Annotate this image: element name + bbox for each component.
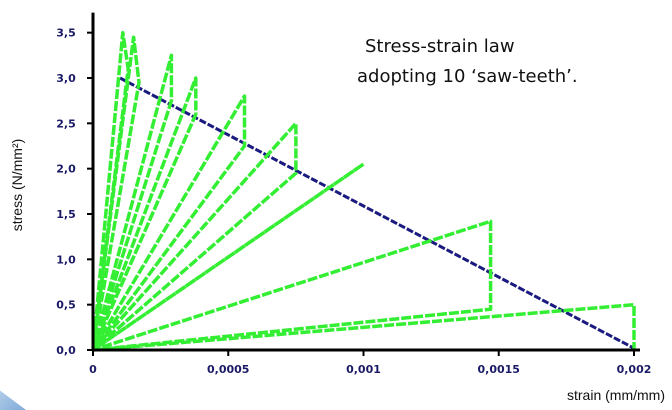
x-tick-label: 0,002	[617, 363, 652, 376]
x-tick-label: 0,001	[346, 363, 381, 376]
y-tick-label: 3,0	[56, 72, 76, 85]
y-tick-label: 1,5	[56, 208, 76, 221]
x-axis-label: strain (mm/mm)	[567, 387, 665, 403]
y-tick-label: 3,5	[56, 27, 76, 40]
y-tick-label: 2,5	[56, 117, 76, 130]
x-tick-label: 0,0015	[478, 363, 520, 376]
x-tick-label: 0	[89, 363, 97, 376]
series-line-saw-teeth	[91, 30, 636, 352]
y-tick-label: 0,0	[56, 344, 76, 357]
x-tick-label: 0,0005	[207, 363, 249, 376]
y-tick-label: 0,5	[56, 299, 76, 312]
annotation-line-1: Stress-strain law	[365, 36, 515, 57]
y-tick-label: 1,0	[56, 253, 76, 266]
series-line-envelope	[119, 76, 635, 350]
annotation-line-2: adopting 10 ‘saw-teeth’.	[357, 66, 578, 87]
y-axis-label: stress (N/mm²)	[9, 139, 25, 232]
y-tick-label: 2,0	[56, 163, 76, 176]
